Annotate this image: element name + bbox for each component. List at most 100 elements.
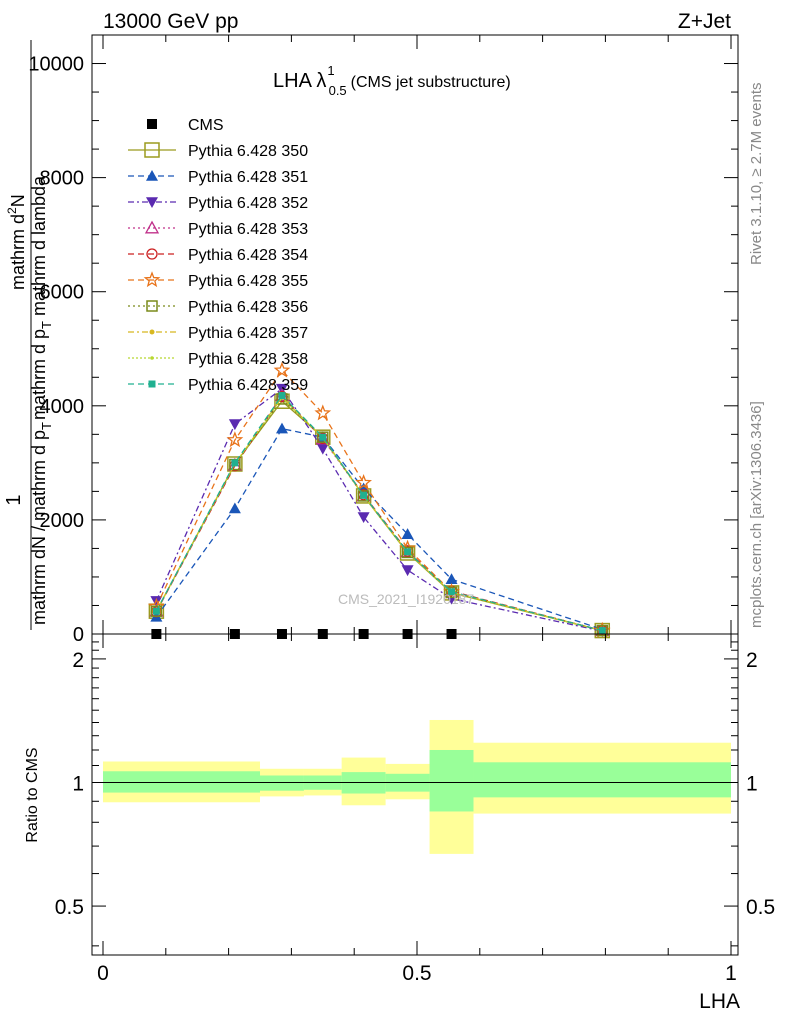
ratio-band-inner <box>473 762 731 798</box>
data-point <box>228 419 241 431</box>
legend-label: Pythia 6.428 357 <box>188 325 308 342</box>
series-line <box>155 394 603 632</box>
ratio-y-axis: 0.5 0.5 1 1 2 2 <box>55 641 775 947</box>
main-ylabel-right-numerator: mathrm d2N <box>5 194 28 290</box>
mcplots-label: mcplots.cern.ch [arXiv:1306.3436] <box>748 401 765 628</box>
legend-entry: Pythia 6.428 351 <box>128 169 308 186</box>
legend-entry: Pythia 6.428 357 <box>128 325 308 342</box>
legend-entry: Pythia 6.428 353 <box>128 220 308 238</box>
legend-entry: Pythia 6.428 350 <box>128 142 308 160</box>
data-point <box>228 502 241 514</box>
data-point <box>360 491 368 499</box>
data-point <box>314 404 332 421</box>
legend-marker <box>146 248 158 260</box>
ratio-x-axis: 0 0.5 1 <box>97 634 737 985</box>
legend-entry: Pythia 6.428 352 <box>128 195 308 212</box>
legend-marker <box>150 356 154 360</box>
data-point <box>448 588 456 596</box>
legend-marker <box>147 119 157 129</box>
data-point <box>401 565 414 577</box>
ratio-ylabel: Ratio to CMS <box>24 747 41 842</box>
data-point <box>317 431 329 443</box>
data-point <box>401 546 414 559</box>
legend-entry: CMS <box>147 117 224 134</box>
main-plot-title-sub: 0.5 <box>329 83 347 98</box>
data-point <box>596 624 609 637</box>
main-ylabel-right-denominator: mathrm d pT mathrm d lambda <box>29 175 54 420</box>
legend-entry: Pythia 6.428 354 <box>128 247 308 264</box>
ratio-plot-frame <box>91 633 739 956</box>
main-y-axis: 0 2000 4000 6000 8000 10000 <box>28 34 738 646</box>
data-point <box>152 607 160 615</box>
legend-label: Pythia 6.428 350 <box>188 143 308 160</box>
ratio-uncertainty-bands <box>103 719 731 854</box>
legend-label: CMS <box>188 117 224 134</box>
analysis-watermark: CMS_2021_I1920187 <box>338 591 474 607</box>
main-plot-title-text: LHA λ <box>273 70 326 92</box>
data-point <box>231 459 239 467</box>
main-ytick-label: 0 <box>73 624 84 646</box>
legend-label: Pythia 6.428 354 <box>188 247 308 264</box>
legend-marker <box>146 197 158 208</box>
data-point <box>278 392 286 400</box>
data-point <box>357 512 370 524</box>
data-point <box>445 573 458 585</box>
legend-entry: Pythia 6.428 356 <box>128 299 308 316</box>
series-10 <box>152 392 606 635</box>
main-ytick-label: 2000 <box>40 510 85 532</box>
data-point <box>404 548 412 556</box>
main-ytick-label: 4000 <box>40 396 85 418</box>
ratio-ytick-label-right: 1 <box>746 772 758 795</box>
legend-label: Pythia 6.428 355 <box>188 273 308 290</box>
main-ylabel-denominator: mathrm dN / mathrm d pT <box>29 422 54 625</box>
header-process: Z+Jet <box>678 10 731 33</box>
main-plot-panel: 0 2000 4000 6000 8000 10000 CMS Pythia 6.428 3… <box>3 34 739 646</box>
ratio-xtick-label: 1 <box>725 962 737 985</box>
data-point <box>401 528 414 539</box>
data-point <box>355 474 373 490</box>
ratio-plot-panel: 0.5 0.51 12 2 0 0.5 1 Ratio to CMS LHA <box>24 633 775 1013</box>
legend-label: Pythia 6.428 351 <box>188 169 308 186</box>
data-point <box>150 596 163 607</box>
ratio-ytick-label-right: 2 <box>746 649 758 672</box>
data-point <box>275 422 288 434</box>
ratio-ytick-label: 2 <box>72 649 84 672</box>
ratio-ytick-label: 1 <box>72 772 84 795</box>
ratio-band-inner <box>260 775 304 791</box>
data-point <box>598 627 606 635</box>
main-ytick-label: 8000 <box>40 168 85 190</box>
legend: CMS Pythia 6.428 350 Pythia 6.428 351 Pythi… <box>128 117 308 394</box>
legend-marker <box>146 170 158 181</box>
legend-marker <box>148 380 156 388</box>
data-point <box>273 361 291 378</box>
legend-label: Pythia 6.428 359 <box>188 377 308 394</box>
ratio-band-inner <box>429 749 474 812</box>
ratio-xtick-label: 0 <box>97 962 109 985</box>
main-ytick-label: 6000 <box>40 282 85 304</box>
series-line <box>155 427 603 631</box>
legend-entry: Pythia 6.428 358 <box>128 351 308 368</box>
main-plot-title-suffix: (CMS jet substructure) <box>351 74 511 91</box>
main-plot-title-sup: 1 <box>327 63 334 78</box>
header-energy: 13000 GeV pp <box>103 10 238 33</box>
main-ylabel-numerator: 1 <box>3 494 25 505</box>
legend-marker <box>146 300 158 312</box>
data-point <box>319 433 327 441</box>
data-point <box>445 586 458 599</box>
ratio-band-inner <box>103 771 260 793</box>
legend-entry: Pythia 6.428 355 <box>128 271 308 290</box>
data-point <box>226 431 244 448</box>
legend-marker <box>144 220 160 234</box>
rivet-version-label: Rivet 3.1.10, ≥ 2.7M events <box>748 83 765 266</box>
main-plot-title: LHA λ1 0.5 (CMS jet substructure) <box>273 63 511 98</box>
series-line <box>155 387 603 632</box>
legend-label: Pythia 6.428 353 <box>188 221 308 238</box>
data-point <box>357 490 370 502</box>
data-point <box>150 605 163 617</box>
legend-label: Pythia 6.428 358 <box>188 351 308 368</box>
legend-marker <box>144 142 160 158</box>
legend-marker <box>149 329 155 335</box>
ratio-ytick-label: 0.5 <box>55 896 84 919</box>
legend-marker <box>143 271 161 288</box>
